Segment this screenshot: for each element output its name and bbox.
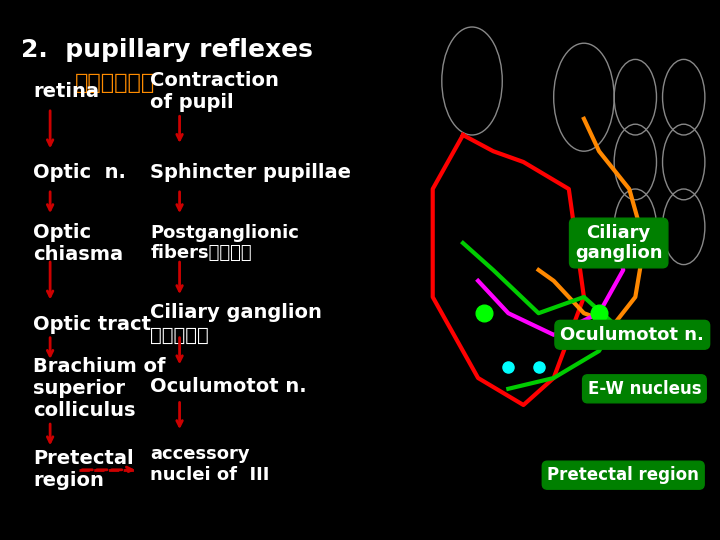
Text: Optic
chiasma: Optic chiasma [33, 222, 124, 264]
Text: E-W nucleus: E-W nucleus [588, 380, 701, 398]
Text: Sphincter pupillae: Sphincter pupillae [150, 163, 351, 183]
Text: Postganglionic
fibers节后纤维: Postganglionic fibers节后纤维 [150, 224, 300, 262]
Text: accessory
nuclei of  III: accessory nuclei of III [150, 445, 270, 484]
Text: Optic  n.: Optic n. [33, 163, 126, 183]
Text: retina: retina [33, 82, 99, 102]
Text: 2.  pupillary reflexes: 2. pupillary reflexes [21, 38, 312, 62]
Text: 瞳孔对光反射: 瞳孔对光反射 [75, 73, 156, 93]
Text: Ciliary
ganglion: Ciliary ganglion [575, 224, 662, 262]
Text: Optic tract: Optic tract [33, 314, 151, 334]
Text: Ciliary ganglion
睫状神经节: Ciliary ganglion 睫状神经节 [150, 303, 323, 345]
Text: Pretectal region: Pretectal region [547, 466, 699, 484]
Text: Pretectal
region: Pretectal region [33, 449, 134, 490]
Text: Brachium of
superior
colliculus: Brachium of superior colliculus [33, 357, 166, 420]
Text: Oculumotot n.: Oculumotot n. [560, 326, 704, 344]
Text: Contraction
of pupil: Contraction of pupil [150, 71, 279, 112]
Text: Oculumotot n.: Oculumotot n. [150, 376, 307, 396]
